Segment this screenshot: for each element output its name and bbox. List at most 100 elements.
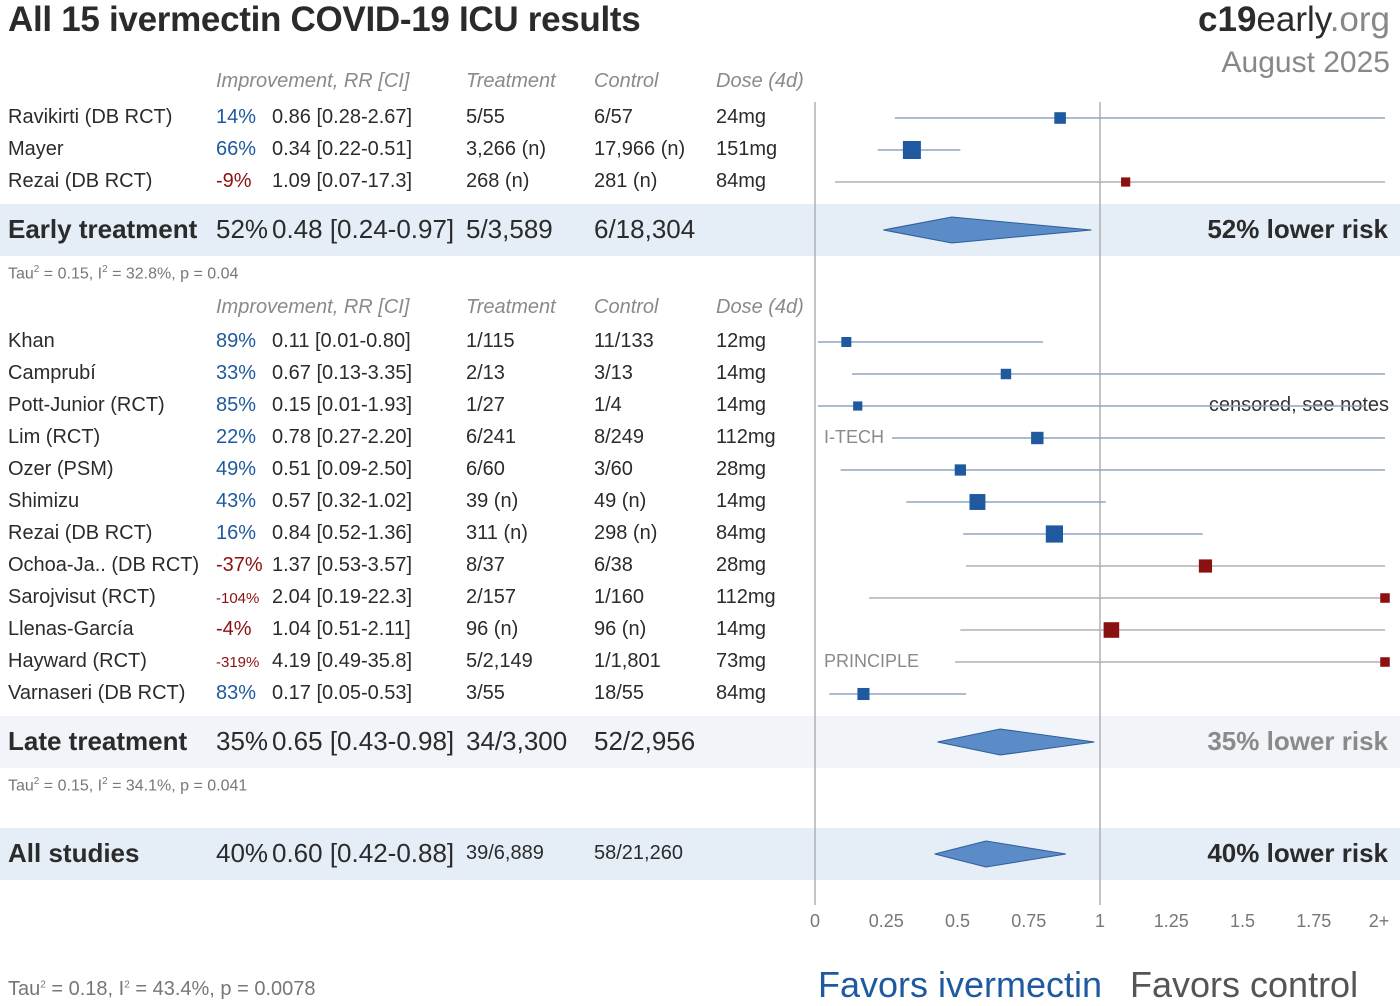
study-rr: 0.84 [0.52-1.36] — [272, 522, 413, 544]
study-control: 3/13 — [594, 362, 633, 384]
study-treatment: 268 (n) — [466, 170, 530, 192]
study-name: Khan — [8, 330, 55, 352]
summary-improvement: 52% — [216, 214, 269, 244]
study-name: Shimizu — [8, 490, 80, 512]
effect-marker — [1121, 177, 1131, 187]
study-control: 8/249 — [594, 426, 645, 448]
effect-marker — [902, 141, 921, 159]
header-improvement: Improvement, RR [CI] — [216, 70, 410, 92]
page-title: All 15 ivermectin COVID-19 ICU results — [8, 0, 641, 39]
study-treatment: 5/55 — [466, 106, 505, 128]
study-name: Mayer — [8, 138, 64, 160]
study-treatment: 8/37 — [466, 554, 505, 576]
study-improvement: -4% — [216, 618, 252, 640]
study-treatment: 39 (n) — [466, 490, 519, 512]
summary-band — [0, 716, 1400, 768]
i2: 43.4% — [152, 978, 210, 1000]
study-name: Rezai (DB RCT) — [8, 170, 153, 192]
study-name: Rezai (DB RCT) — [8, 522, 153, 544]
summary-improvement: 40% — [216, 838, 269, 868]
study-rr: 0.15 [0.01-1.93] — [272, 394, 413, 416]
study-name: Ochoa-Ja.. (DB RCT) — [8, 554, 200, 576]
summary-rr: 0.65 [0.43-0.98] — [272, 726, 455, 756]
study-rr: 0.67 [0.13-3.35] — [272, 362, 413, 384]
study-treatment: 96 (n) — [466, 618, 519, 640]
study-control: 18/55 — [594, 682, 645, 704]
study-improvement: -104% — [216, 590, 260, 607]
study-improvement: 83% — [216, 682, 257, 704]
study-control: 49 (n) — [594, 490, 647, 512]
study-improvement: 85% — [216, 394, 257, 416]
effect-marker — [1380, 657, 1390, 667]
effect-marker — [841, 337, 852, 347]
study-control: 1/4 — [594, 394, 622, 416]
study-dose: 84mg — [716, 522, 767, 544]
effect-marker — [1103, 622, 1120, 638]
axis-tick-label: 1.25 — [1154, 911, 1189, 931]
axis-tick-label: 0.75 — [1011, 911, 1046, 931]
summary-treatment: 39/6,889 — [466, 842, 544, 864]
tau2: 0.18 — [68, 978, 108, 1000]
favors-ivermectin-label: Favors ivermectin — [818, 964, 1103, 1005]
study-dose: 151mg — [716, 138, 778, 160]
i2: 34.1% — [125, 777, 172, 795]
summary-band — [0, 204, 1400, 256]
summary-treatment: 34/3,300 — [466, 726, 568, 756]
study-note: I-TECH — [824, 427, 884, 447]
study-control: 1/160 — [594, 586, 645, 608]
header-control: Control — [594, 70, 659, 92]
study-name: Ravikirti (DB RCT) — [8, 106, 173, 128]
study-improvement: 14% — [216, 106, 257, 128]
study-treatment: 3,266 (n) — [466, 138, 547, 160]
study-improvement: 89% — [216, 330, 257, 352]
summary-control: 58/21,260 — [594, 842, 683, 864]
study-rr: 1.04 [0.51-2.11] — [272, 618, 411, 640]
study-rr: 1.09 [0.07-17.3] — [272, 170, 413, 192]
axis-tick-label: 1 — [1095, 911, 1105, 931]
study-control: 96 (n) — [594, 618, 647, 640]
header-dose: Dose (4d) — [716, 296, 804, 318]
study-dose: 14mg — [716, 394, 767, 416]
study-improvement: 66% — [216, 138, 257, 160]
study-control: 6/57 — [594, 106, 633, 128]
study-note: PRINCIPLE — [824, 651, 920, 671]
header-control: Control — [594, 296, 659, 318]
study-improvement: -319% — [216, 654, 260, 671]
effect-marker — [969, 494, 986, 510]
summary-band — [0, 828, 1400, 880]
i2: 32.8% — [125, 265, 172, 283]
study-control: 6/38 — [594, 554, 633, 576]
study-control: 1/1,801 — [594, 650, 661, 672]
header-treatment: Treatment — [466, 296, 556, 318]
effect-marker — [853, 401, 863, 411]
study-name: Llenas-García — [8, 618, 134, 640]
study-name: Sarojvisut (RCT) — [8, 586, 156, 608]
study-rr: 0.86 [0.28-2.67] — [272, 106, 413, 128]
study-improvement: -9% — [216, 170, 252, 192]
tau2: 0.15 — [57, 777, 89, 795]
header-treatment: Treatment — [466, 70, 556, 92]
axis-tick-label: 1.75 — [1296, 911, 1331, 931]
study-control: 17,966 (n) — [594, 138, 686, 160]
study-rr: 0.17 [0.05-0.53] — [272, 682, 413, 704]
study-rr: 2.04 [0.19-22.3] — [272, 586, 413, 608]
study-name: Camprubí — [8, 362, 96, 384]
study-improvement: 43% — [216, 490, 257, 512]
study-rr: 0.11 [0.01-0.80] — [272, 330, 411, 352]
study-improvement: 22% — [216, 426, 257, 448]
brand-rest: early — [1256, 0, 1330, 39]
summary-diamond — [883, 216, 1092, 244]
summary-diamond — [934, 840, 1066, 868]
header-dose: Dose (4d) — [716, 70, 804, 92]
study-rr: 1.37 [0.53-3.57] — [272, 554, 413, 576]
brand-tld: .org — [1329, 0, 1390, 39]
study-dose: 84mg — [716, 170, 767, 192]
study-dose: 73mg — [716, 650, 767, 672]
tau2: 0.15 — [57, 265, 89, 283]
summary-label: Late treatment — [8, 726, 188, 756]
study-name: Hayward (RCT) — [8, 650, 147, 672]
study-rr: 0.57 [0.32-1.02] — [272, 490, 413, 512]
study-treatment: 6/60 — [466, 458, 505, 480]
study-dose: 12mg — [716, 330, 767, 352]
axis-tick-label: 0.25 — [869, 911, 904, 931]
